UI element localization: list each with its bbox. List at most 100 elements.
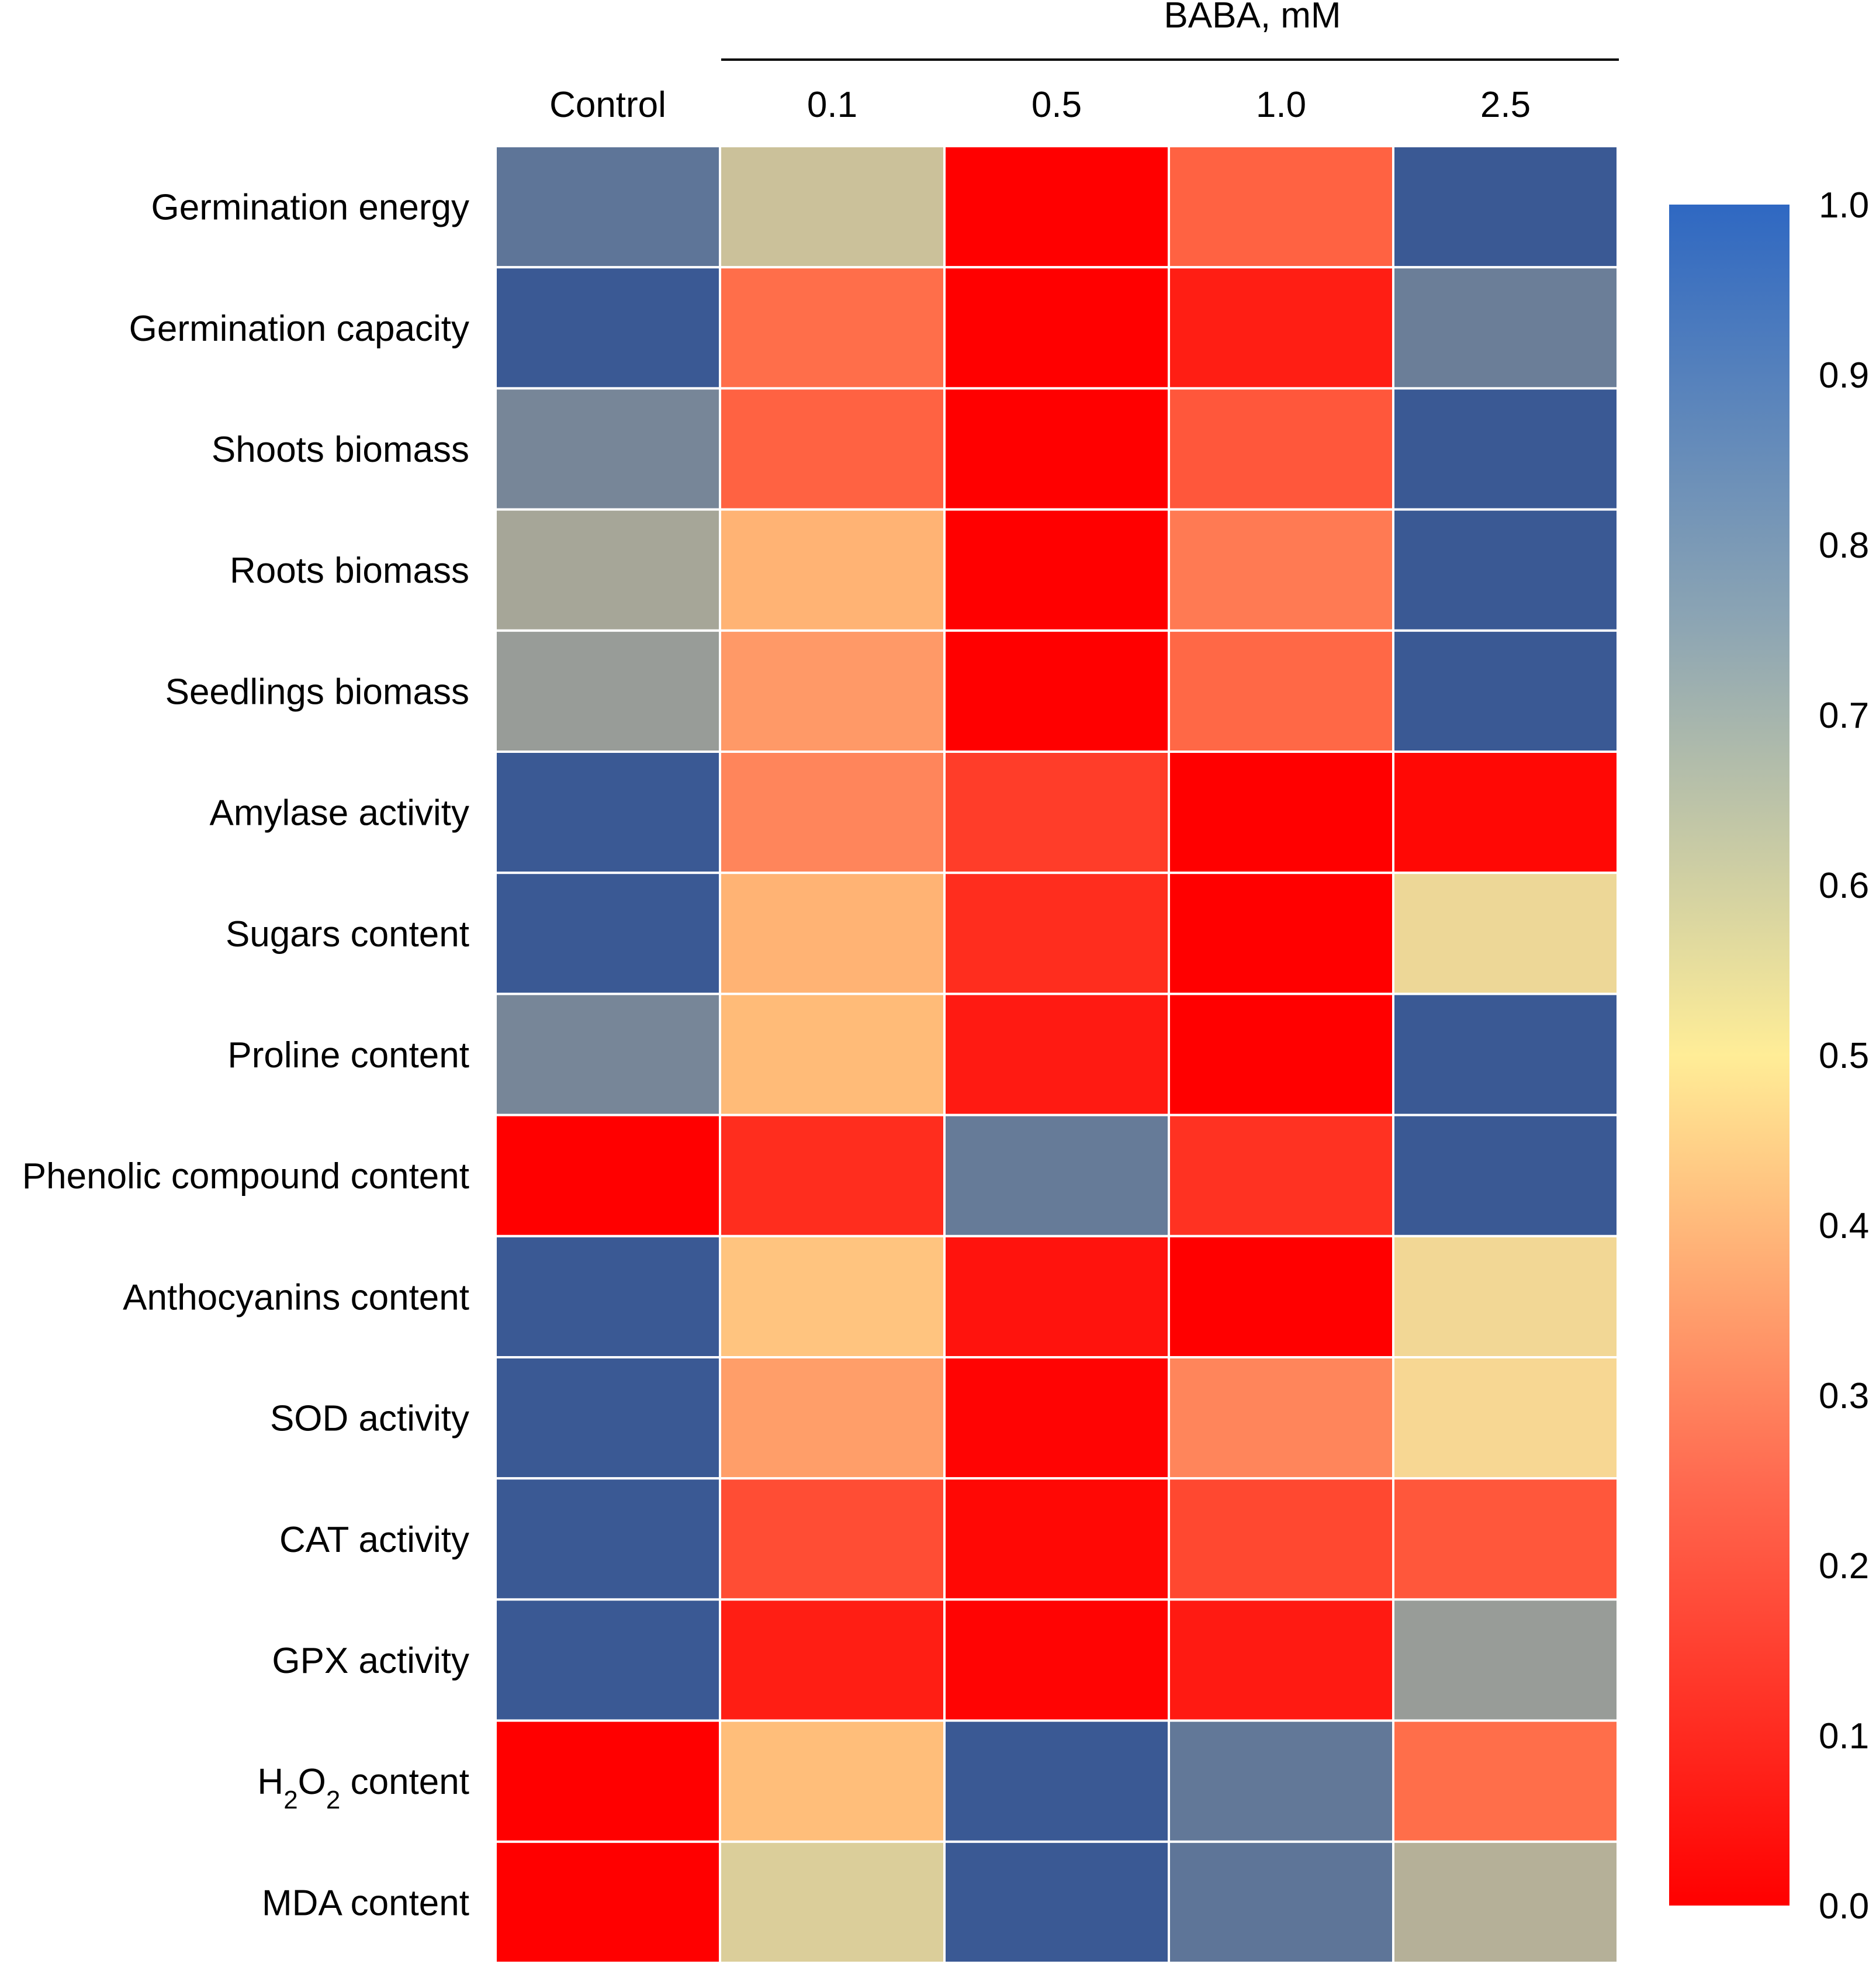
heatmap-cell xyxy=(1168,387,1394,511)
heatmap-cell xyxy=(943,1840,1170,1964)
heatmap-cell xyxy=(719,872,946,995)
row-label-amylase-activity: Amylase activity xyxy=(210,793,469,834)
heatmap-cell xyxy=(1392,1235,1619,1359)
colorbar-tick-label: 0.4 xyxy=(1819,1206,1869,1246)
row-label-germination-energy: Germination energy xyxy=(151,188,470,228)
heatmap-cell xyxy=(1168,993,1394,1116)
heatmap-cell xyxy=(494,1840,721,1964)
column-group-label: BABA, mM xyxy=(1164,0,1341,36)
row-label-anthocyanins-content: Anthocyanins content xyxy=(123,1277,469,1318)
heatmap-cell xyxy=(719,508,946,632)
heatmap-cell xyxy=(719,1356,946,1480)
heatmap-cell xyxy=(1168,266,1394,390)
heatmap-cell xyxy=(494,1719,721,1843)
row-labels: Germination energy Germination capacity Sh… xyxy=(22,188,469,1924)
colorbar-tick-label: 1.0 xyxy=(1819,185,1869,226)
heatmap-cell xyxy=(719,1114,946,1237)
heatmap-cell xyxy=(494,1114,721,1237)
heatmap-cell xyxy=(1168,1114,1394,1237)
colorbar-tick-label: 0.3 xyxy=(1819,1376,1869,1416)
heatmap-cell xyxy=(1168,145,1394,269)
heatmap-cell xyxy=(494,1598,721,1722)
row-label-shoots-biomass: Shoots biomass xyxy=(212,430,469,470)
heatmap-cell xyxy=(943,387,1170,511)
heatmap-cell xyxy=(719,145,946,269)
heatmap-cell xyxy=(943,1477,1170,1601)
row-label-sugars-content: Sugars content xyxy=(226,914,469,955)
row-label-seedlings-biomass: Seedlings biomass xyxy=(165,672,469,712)
colorbar-tick-label: 0.5 xyxy=(1819,1036,1869,1076)
heatmap-cell xyxy=(943,872,1170,995)
column-label-2-5: 2.5 xyxy=(1480,85,1531,125)
row-label-mda-content: MDA content xyxy=(262,1883,469,1923)
row-label-roots-biomass: Roots biomass xyxy=(230,551,469,591)
colorbar-tick-label: 0.1 xyxy=(1819,1716,1869,1756)
heatmap-cell xyxy=(943,1719,1170,1843)
heatmap-cell xyxy=(494,1235,721,1359)
heatmap-cell xyxy=(1392,387,1619,511)
colorbar-tick-label: 0.9 xyxy=(1819,355,1869,396)
heatmap-cell xyxy=(494,872,721,995)
heatmap-cell xyxy=(1168,508,1394,632)
row-label-sod-activity: SOD activity xyxy=(270,1399,469,1439)
heatmap-cell xyxy=(943,751,1170,874)
heatmap-cell xyxy=(1392,508,1619,632)
heatmap-cell xyxy=(494,751,721,874)
column-label-control: Control xyxy=(549,85,666,125)
heatmap-cell xyxy=(1392,1719,1619,1843)
heatmap-cell xyxy=(494,1477,721,1601)
heatmap-cell xyxy=(1168,1235,1394,1359)
colorbar-tick-label: 0.2 xyxy=(1819,1546,1869,1586)
heatmap-cell xyxy=(943,1114,1170,1237)
row-label-h2o2-content: H2O2 content xyxy=(257,1762,469,1814)
heatmap-cell xyxy=(1392,872,1619,995)
row-label-gpx-activity: GPX activity xyxy=(272,1641,469,1681)
heatmap-cell xyxy=(943,993,1170,1116)
heatmap-cell xyxy=(1392,1598,1619,1722)
heatmap-cell xyxy=(1392,1114,1619,1237)
colorbar-tick-label: 0.0 xyxy=(1819,1886,1869,1927)
heatmap-cell xyxy=(494,145,721,269)
column-label-1-0: 1.0 xyxy=(1256,85,1306,125)
heatmap-cell xyxy=(494,629,721,753)
heatmap-cell xyxy=(719,266,946,390)
heatmap-cell xyxy=(943,629,1170,753)
column-label-0-1: 0.1 xyxy=(807,85,857,125)
heatmap-cell xyxy=(1168,629,1394,753)
heatmap-cell xyxy=(1392,993,1619,1116)
row-label-phenolic-compound-content: Phenolic compound content xyxy=(22,1156,469,1197)
heatmap-cell xyxy=(1392,266,1619,390)
row-label-proline-content: Proline content xyxy=(227,1035,469,1076)
heatmap-cell xyxy=(1168,1719,1394,1843)
column-labels: Control 0.1 0.5 1.0 2.5 xyxy=(549,85,1531,125)
heatmap-cell xyxy=(943,1598,1170,1722)
heatmap-cell xyxy=(494,1356,721,1480)
heatmap-cell xyxy=(1392,1477,1619,1601)
heatmap-cell xyxy=(719,1840,946,1964)
heatmap-cell xyxy=(1168,1840,1394,1964)
colorbar-tick-label: 0.6 xyxy=(1819,866,1869,906)
heatmap-cell xyxy=(943,508,1170,632)
column-label-0-5: 0.5 xyxy=(1032,85,1082,125)
heatmap-cell xyxy=(719,751,946,874)
heatmap-cell xyxy=(494,266,721,390)
heatmap-cell xyxy=(719,387,946,511)
heatmap-cell xyxy=(494,508,721,632)
heatmap-cell xyxy=(1168,751,1394,874)
heatmap-cell xyxy=(1168,1477,1394,1601)
heatmap-cell xyxy=(1392,751,1619,874)
heatmap-cell xyxy=(1392,629,1619,753)
heatmap-cells xyxy=(494,145,1619,1964)
heatmap-cell xyxy=(1392,1356,1619,1480)
row-label-cat-activity: CAT activity xyxy=(279,1520,469,1560)
colorbar-tick-label: 0.8 xyxy=(1819,525,1869,566)
heatmap-cell xyxy=(943,145,1170,269)
colorbar: 0.0 0.1 0.2 0.3 0.4 0.5 0.6 0.7 0.8 0.9 1.0 xyxy=(1669,185,1869,1927)
heatmap-cell xyxy=(943,1235,1170,1359)
colorbar-tick-label: 0.7 xyxy=(1819,696,1869,736)
heatmap-cell xyxy=(494,387,721,511)
heatmap-cell xyxy=(719,629,946,753)
heatmap-cell xyxy=(943,1356,1170,1480)
colorbar-gradient xyxy=(1669,205,1790,1906)
